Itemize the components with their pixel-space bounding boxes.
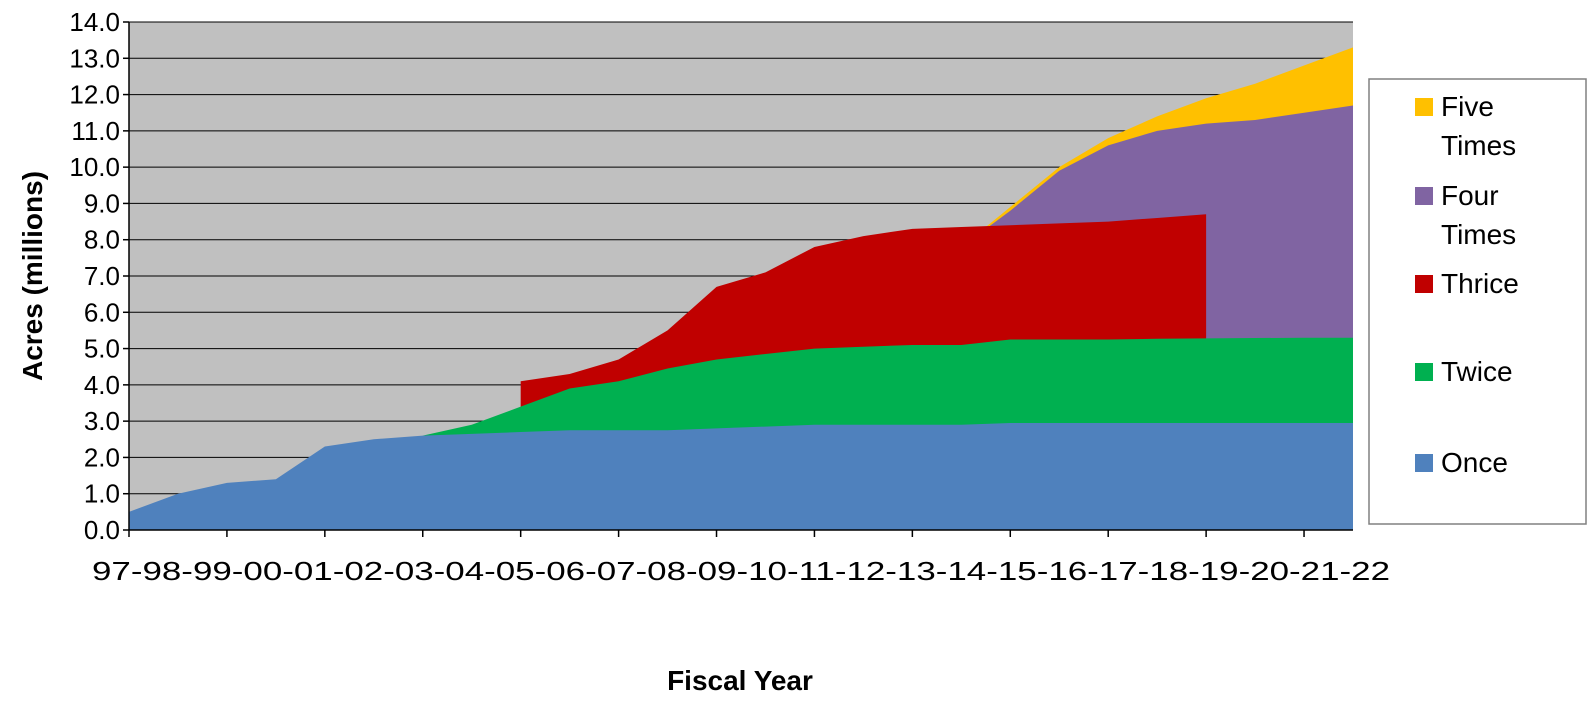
legend-swatch [1415,275,1433,293]
y-tick-label: 7.0 [84,261,120,291]
y-tick-label: 8.0 [84,225,120,255]
y-tick-label: 3.0 [84,406,120,436]
y-axis-title: Acres (millions) [17,171,48,381]
y-tick-label: 4.0 [84,370,120,400]
legend-label: Times [1441,130,1516,161]
legend-label: Once [1441,447,1508,478]
y-tick-label: 6.0 [84,297,120,327]
legend-label: Thrice [1441,268,1519,299]
legend-swatch [1415,98,1433,116]
series-area-once [129,422,1353,530]
y-tick-label: 2.0 [84,442,120,472]
x-axis-title: Fiscal Year [667,665,813,696]
legend-swatch [1415,187,1433,205]
y-tick-label: 14.0 [69,7,120,37]
y-tick-label: 13.0 [69,43,120,73]
y-tick-label: 10.0 [69,152,120,182]
y-tick-label: 0.0 [84,515,120,545]
y-tick-label: 12.0 [69,80,120,110]
legend-label: Five [1441,91,1494,122]
axes [123,21,1353,537]
y-tick-label: 1.0 [84,479,120,509]
legend-label: Four [1441,180,1499,211]
legend-label: Twice [1441,356,1513,387]
legend-swatch [1415,363,1433,381]
legend-box [1368,78,1587,525]
y-tick-label: 9.0 [84,188,120,218]
y-tick-labels: 0.0 1.0 2.0 3.0 4.0 5.0 6.0 7.0 8.0 9.0 10.0 11.0 12… [69,7,120,545]
y-tick-label: 11.0 [71,116,120,146]
legend-swatch [1415,454,1433,472]
series-areas [129,47,1353,531]
legend-label: Times [1441,219,1516,250]
x-tick-labels: 97-98-99-00-01-02-03-04-05-06-07-08-09-1… [92,556,1390,586]
legend: Five Times Four Times Thrice Twice Once [1415,91,1519,478]
y-tick-label: 5.0 [84,334,120,364]
